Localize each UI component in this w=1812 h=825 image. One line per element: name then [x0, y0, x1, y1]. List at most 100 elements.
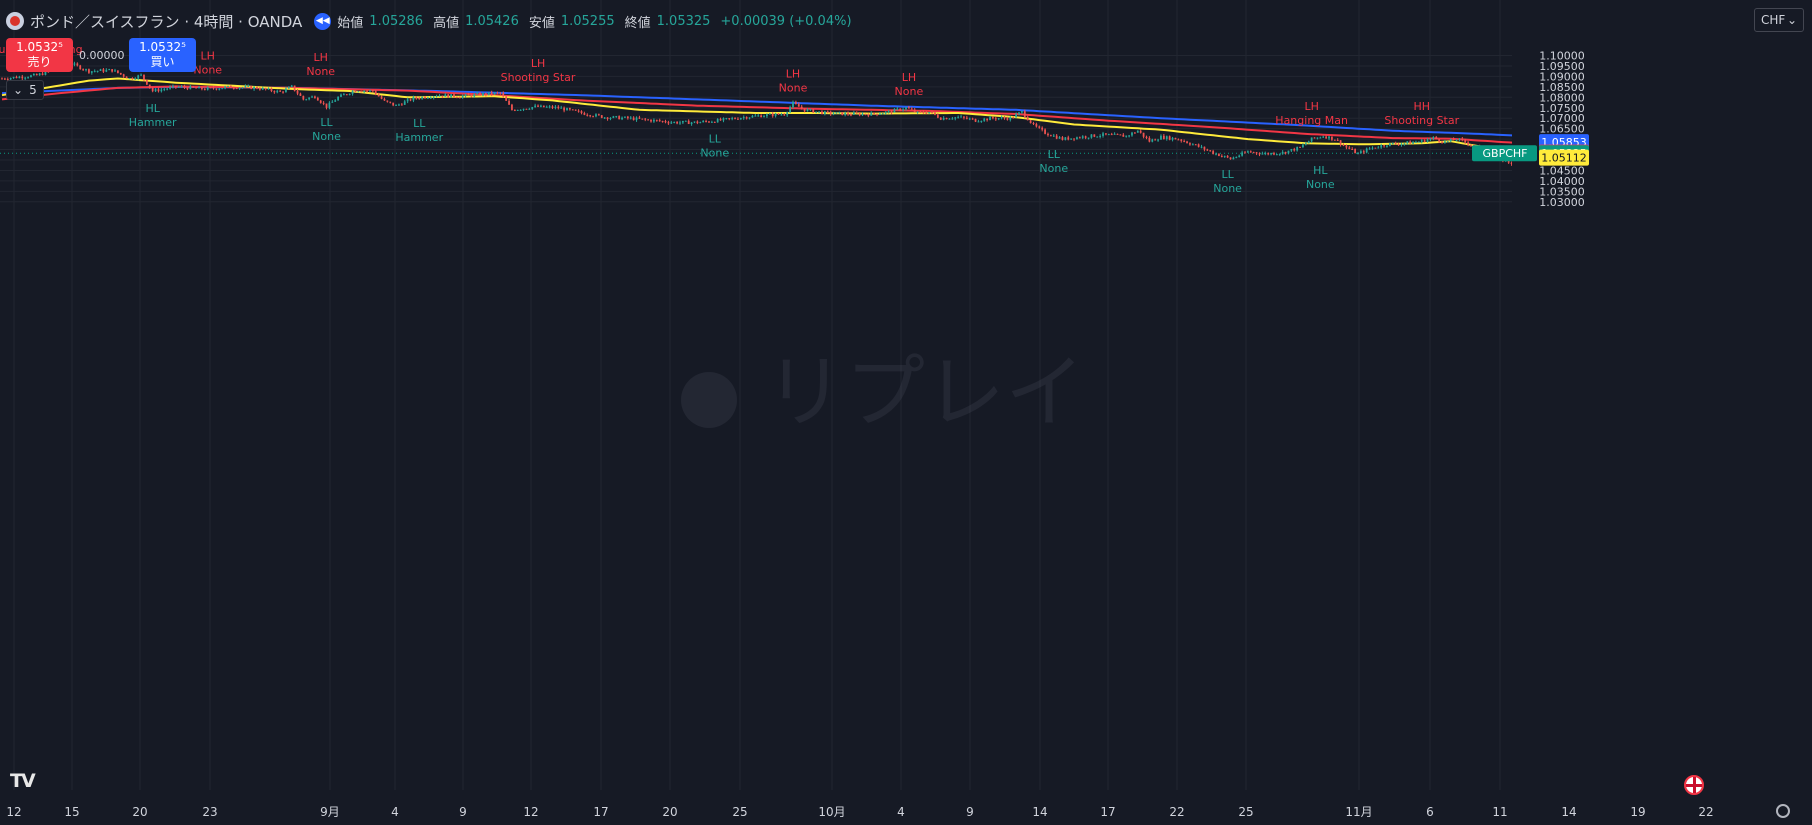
candle-body: [928, 111, 931, 114]
candle-body: [403, 101, 406, 105]
candle-body: [1, 78, 3, 80]
candle-body: [687, 120, 690, 125]
candle-body: [305, 99, 308, 101]
buy-button[interactable]: 1.0532⁵ 買い: [129, 38, 196, 72]
candle-body: [331, 101, 334, 103]
candle-body: [1441, 141, 1443, 143]
candle-body: [1021, 111, 1023, 113]
sell-button[interactable]: 1.0532⁵ 売り: [6, 38, 73, 72]
candle-body: [328, 102, 331, 108]
gbp-chf-flag-icon: [6, 12, 24, 30]
candle-body: [1229, 157, 1232, 160]
candle-body: [429, 97, 432, 99]
candle-body: [35, 73, 38, 76]
candle-body: [247, 86, 250, 88]
candle-body: [1380, 145, 1383, 148]
pattern-label: Hanging Man: [1275, 114, 1348, 127]
candle-body: [528, 108, 531, 110]
candle-body: [244, 86, 247, 88]
candle-body: [855, 112, 858, 114]
candle-body: [412, 96, 415, 101]
sell-price: 1.0532⁵: [16, 40, 63, 54]
time-tick-label: 23: [202, 805, 217, 819]
price-tick-label: 1.09000: [1539, 70, 1585, 83]
candle-body: [786, 112, 789, 116]
candle-body: [169, 86, 171, 89]
candle-body: [314, 96, 316, 98]
candle-body: [1397, 144, 1400, 146]
candle-body: [922, 111, 925, 113]
pattern-annotations: Bullish EngulfingLHNoneLHNoneLHShooting …: [0, 43, 1575, 222]
currency-select[interactable]: CHF ⌄: [1754, 8, 1804, 32]
time-tick-label: 22: [1169, 805, 1184, 819]
candle-body: [467, 94, 470, 96]
tradingview-logo[interactable]: TV: [10, 770, 36, 792]
candle-body: [1110, 134, 1113, 136]
price-tick-label: 1.10000: [1539, 50, 1585, 63]
candle-body: [1310, 137, 1313, 142]
candle-body: [1241, 152, 1243, 156]
settings-icon[interactable]: [1776, 804, 1790, 818]
time-tick-label: 11月: [1345, 805, 1372, 819]
indicator-toggle[interactable]: ⌄ 5: [6, 80, 44, 100]
symbol-title[interactable]: ポンド／スイスフラン · 4時間 · OANDA: [30, 12, 303, 31]
candle-body: [1333, 139, 1336, 141]
candle-body: [1464, 139, 1467, 143]
candle-body: [389, 101, 392, 103]
candle-body: [311, 96, 313, 98]
candle-body: [1209, 150, 1212, 152]
candle-body: [111, 69, 113, 72]
candle-body: [453, 94, 455, 97]
candle-body: [612, 116, 615, 118]
candle-body: [12, 76, 15, 79]
candle-body: [655, 119, 658, 121]
candle-body: [1255, 152, 1258, 154]
candle-body: [542, 105, 545, 108]
candle-body: [708, 121, 710, 123]
candle-body: [867, 114, 870, 116]
candle-body: [1438, 139, 1441, 142]
candle-body: [99, 69, 102, 71]
candle-body: [108, 69, 111, 71]
candle-body: [270, 88, 273, 92]
candle-body: [1406, 141, 1409, 144]
candle-body: [322, 102, 325, 104]
candle-body: [432, 96, 435, 98]
spread-value: 0.00000: [79, 48, 125, 62]
candle-body: [693, 121, 696, 123]
candle-body: [1061, 137, 1064, 140]
candle-body: [508, 100, 510, 105]
candle-body: [88, 69, 90, 73]
candle-body: [965, 117, 968, 119]
candle-body: [1081, 136, 1084, 138]
pattern-label: None: [1039, 162, 1068, 175]
candle-body: [1055, 135, 1058, 139]
candle-body: [1354, 149, 1356, 154]
candle-body: [1183, 140, 1186, 142]
price-labels: 1.058531.053551.05325GBPCHF1.05112: [1472, 134, 1589, 166]
candle-body: [1328, 136, 1330, 139]
candle-body: [1461, 138, 1464, 140]
candle-body: [1084, 136, 1087, 138]
uk-flag-icon[interactable]: [1684, 775, 1704, 795]
candle-body: [632, 117, 635, 121]
candle-body: [470, 94, 473, 97]
candle-body: [1417, 141, 1420, 143]
candle-body: [661, 121, 664, 123]
candle-body: [1415, 141, 1417, 143]
candle-body: [531, 107, 534, 109]
candle-body: [945, 117, 948, 120]
high-label: 高値: [433, 15, 460, 31]
candle-body: [574, 109, 577, 111]
candle-body: [589, 115, 592, 117]
candle-body: [505, 96, 508, 101]
replay-icon[interactable]: ◀◀: [314, 12, 332, 30]
candle-body: [513, 109, 516, 111]
candle-body: [1258, 153, 1261, 155]
candle-body: [902, 109, 904, 111]
candle-body: [435, 96, 438, 98]
candle-body: [809, 109, 812, 111]
candle-body: [1322, 136, 1325, 138]
candle-body: [583, 113, 586, 115]
